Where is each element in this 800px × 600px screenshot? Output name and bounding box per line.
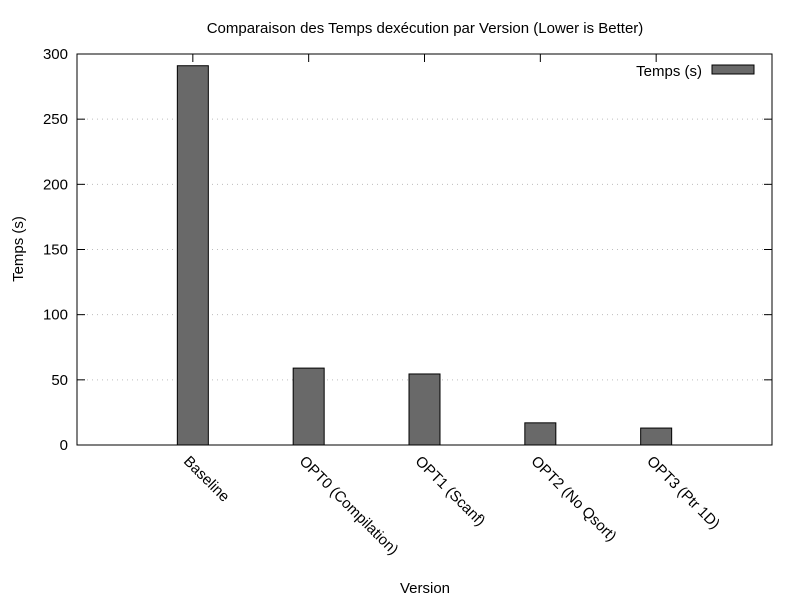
- bar: [640, 427, 673, 446]
- y-axis: 0 50 100 150 200 250 300: [43, 46, 772, 454]
- bar: [176, 65, 209, 446]
- y-tick-label: 300: [43, 46, 68, 63]
- chart-title: Comparaison des Temps dexécution par Ver…: [207, 20, 644, 37]
- x-tick-label: OPT3 (Ptr 1D): [643, 453, 723, 533]
- y-tick-label: 0: [60, 437, 68, 454]
- x-tick-label: OPT1 (Scanf): [412, 453, 489, 530]
- x-tick-label: OPT2 (No Qsort): [528, 453, 620, 545]
- bar: [408, 373, 441, 446]
- y-tick-label: 50: [51, 372, 68, 389]
- y-tick-label: 100: [43, 307, 68, 324]
- y-tick-label: 250: [43, 111, 68, 128]
- legend: Temps (s): [636, 63, 755, 80]
- bar: [292, 367, 325, 446]
- x-tick-label: Baseline: [180, 453, 233, 506]
- bar: [524, 422, 557, 446]
- y-tick-label: 150: [43, 242, 68, 259]
- x-axis: Baseline OPT0 (Compilation) OPT1 (Scanf) OP…: [180, 54, 723, 559]
- x-axis-label: Version: [400, 580, 450, 597]
- y-axis-label: Temps (s): [10, 216, 27, 282]
- legend-label: Temps (s): [636, 63, 702, 80]
- y-tick-label: 200: [43, 176, 68, 193]
- legend-swatch: [711, 64, 755, 75]
- bars: [176, 65, 673, 446]
- x-tick-label: OPT0 (Compilation): [296, 453, 402, 559]
